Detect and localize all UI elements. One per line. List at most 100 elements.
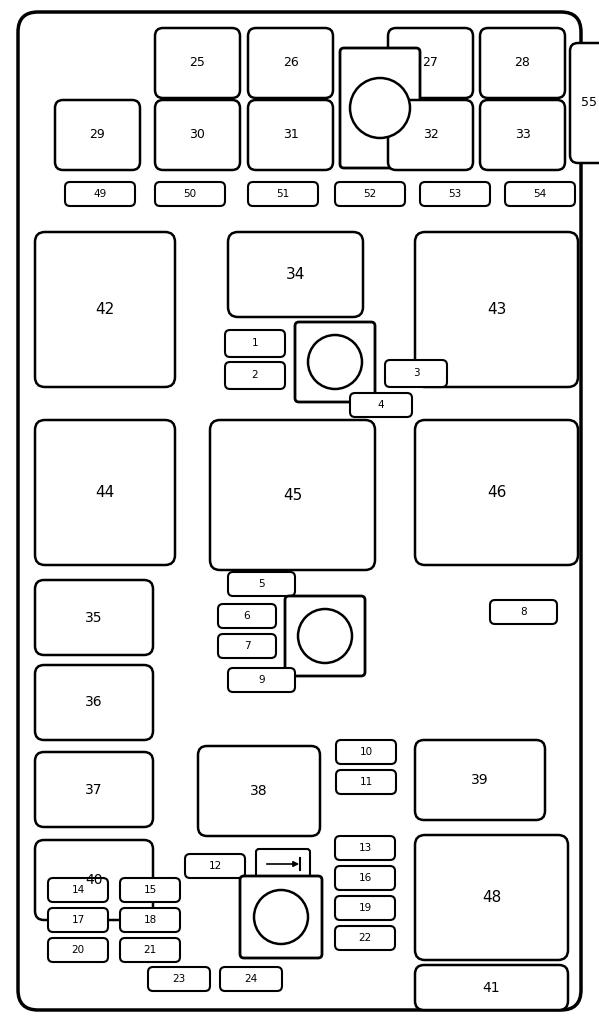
FancyBboxPatch shape (228, 232, 363, 317)
Text: 17: 17 (71, 915, 84, 925)
Text: 1: 1 (252, 339, 258, 348)
Text: 3: 3 (413, 369, 419, 379)
Text: 41: 41 (483, 981, 500, 994)
FancyBboxPatch shape (505, 182, 575, 206)
FancyBboxPatch shape (335, 836, 395, 860)
FancyBboxPatch shape (385, 360, 447, 387)
FancyBboxPatch shape (285, 596, 365, 676)
Text: 18: 18 (143, 915, 156, 925)
FancyBboxPatch shape (490, 600, 557, 624)
Text: 45: 45 (283, 487, 302, 503)
Text: 32: 32 (423, 128, 438, 141)
Text: 27: 27 (422, 56, 438, 70)
FancyBboxPatch shape (225, 362, 285, 389)
FancyBboxPatch shape (415, 965, 568, 1010)
FancyBboxPatch shape (35, 420, 175, 565)
FancyBboxPatch shape (155, 100, 240, 170)
FancyBboxPatch shape (420, 182, 490, 206)
FancyBboxPatch shape (350, 393, 412, 417)
FancyBboxPatch shape (148, 967, 210, 991)
Text: 12: 12 (208, 861, 222, 871)
FancyBboxPatch shape (120, 878, 180, 902)
Text: 9: 9 (258, 675, 265, 685)
Text: 52: 52 (364, 189, 377, 199)
Text: 24: 24 (244, 974, 258, 984)
FancyBboxPatch shape (120, 908, 180, 932)
FancyBboxPatch shape (228, 572, 295, 596)
Text: 10: 10 (359, 746, 373, 757)
Circle shape (350, 78, 410, 138)
FancyBboxPatch shape (335, 896, 395, 920)
Text: 30: 30 (189, 128, 205, 141)
FancyBboxPatch shape (388, 28, 473, 98)
Text: 44: 44 (95, 485, 114, 500)
Text: 23: 23 (173, 974, 186, 984)
Text: 21: 21 (143, 945, 156, 955)
Text: 20: 20 (71, 945, 84, 955)
Text: 11: 11 (359, 777, 373, 787)
Circle shape (254, 890, 308, 944)
FancyBboxPatch shape (570, 43, 599, 163)
FancyBboxPatch shape (480, 100, 565, 170)
Text: 22: 22 (358, 933, 371, 943)
Text: 8: 8 (520, 607, 527, 617)
FancyBboxPatch shape (35, 752, 153, 827)
Text: 36: 36 (85, 695, 103, 710)
FancyBboxPatch shape (48, 878, 108, 902)
FancyBboxPatch shape (155, 28, 240, 98)
FancyBboxPatch shape (336, 740, 396, 764)
Text: 40: 40 (85, 873, 103, 887)
Text: 5: 5 (258, 579, 265, 589)
Text: 38: 38 (250, 784, 268, 798)
Text: 48: 48 (482, 890, 501, 905)
FancyBboxPatch shape (48, 938, 108, 962)
FancyBboxPatch shape (240, 876, 322, 958)
FancyBboxPatch shape (48, 908, 108, 932)
Text: 26: 26 (283, 56, 298, 70)
Text: 53: 53 (449, 189, 462, 199)
FancyBboxPatch shape (415, 740, 545, 820)
Text: 46: 46 (487, 485, 506, 500)
Text: 19: 19 (358, 903, 371, 913)
Text: 33: 33 (515, 128, 530, 141)
FancyBboxPatch shape (35, 840, 153, 920)
Text: 31: 31 (283, 128, 298, 141)
Text: 49: 49 (93, 189, 107, 199)
FancyBboxPatch shape (198, 746, 320, 836)
Circle shape (298, 609, 352, 663)
Text: 2: 2 (252, 371, 258, 381)
FancyBboxPatch shape (185, 854, 245, 878)
FancyBboxPatch shape (415, 420, 578, 565)
FancyBboxPatch shape (340, 48, 420, 168)
FancyBboxPatch shape (388, 100, 473, 170)
FancyBboxPatch shape (480, 28, 565, 98)
Text: 4: 4 (378, 400, 385, 410)
FancyBboxPatch shape (295, 322, 375, 402)
Circle shape (308, 335, 362, 389)
Text: 54: 54 (533, 189, 547, 199)
FancyBboxPatch shape (335, 182, 405, 206)
FancyBboxPatch shape (35, 580, 153, 655)
Text: 16: 16 (358, 873, 371, 883)
FancyBboxPatch shape (218, 604, 276, 628)
FancyBboxPatch shape (18, 12, 581, 1010)
FancyBboxPatch shape (218, 634, 276, 658)
Text: 55: 55 (581, 96, 597, 110)
Text: 25: 25 (189, 56, 205, 70)
Text: 42: 42 (95, 302, 114, 317)
FancyBboxPatch shape (155, 182, 225, 206)
FancyBboxPatch shape (65, 182, 135, 206)
FancyBboxPatch shape (335, 926, 395, 950)
FancyBboxPatch shape (210, 420, 375, 570)
FancyBboxPatch shape (248, 28, 333, 98)
FancyBboxPatch shape (35, 665, 153, 740)
FancyBboxPatch shape (336, 770, 396, 794)
FancyBboxPatch shape (120, 938, 180, 962)
FancyBboxPatch shape (248, 182, 318, 206)
Text: 28: 28 (515, 56, 531, 70)
Text: 34: 34 (286, 267, 305, 282)
FancyBboxPatch shape (415, 835, 568, 961)
Text: 51: 51 (276, 189, 290, 199)
Text: 14: 14 (71, 885, 84, 895)
FancyBboxPatch shape (228, 668, 295, 692)
